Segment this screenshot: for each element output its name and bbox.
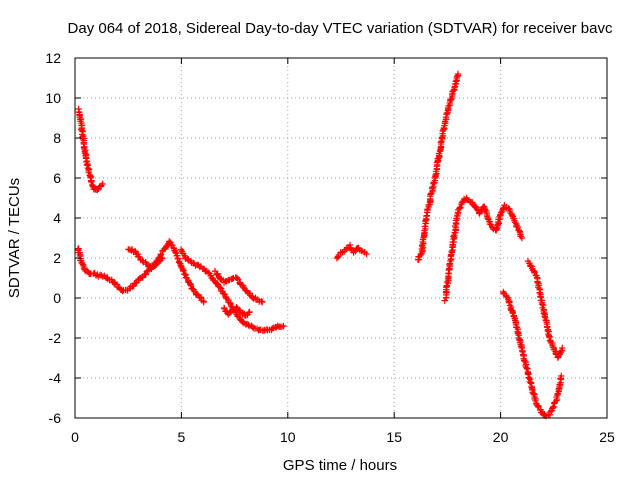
data-point <box>523 364 530 371</box>
y-tick-label: 6 <box>53 170 61 186</box>
data-point <box>99 180 106 188</box>
x-tick-label: 5 <box>178 429 186 445</box>
data-point <box>456 205 463 212</box>
series-seg-a <box>75 105 106 194</box>
data-point <box>417 251 424 259</box>
data-point <box>94 186 101 194</box>
data-point <box>259 298 266 306</box>
data-point <box>363 250 370 258</box>
y-axis-label: SDTVAR / TECUs <box>6 178 23 298</box>
x-tick-label: 15 <box>386 429 402 445</box>
series-seg-e <box>211 267 266 306</box>
data-point <box>139 257 146 264</box>
data-point <box>246 308 253 316</box>
series-seg-c <box>125 246 166 271</box>
data-point <box>450 233 457 240</box>
y-tick-label: 4 <box>53 210 61 226</box>
data-point <box>152 262 159 269</box>
data-point <box>181 270 188 278</box>
series-seg-i <box>441 194 526 304</box>
data-point <box>454 70 462 78</box>
y-tick-label: 10 <box>45 90 61 106</box>
data-point <box>558 372 565 380</box>
series-seg-f <box>220 303 253 319</box>
data-point <box>159 254 166 262</box>
y-tick-label: 0 <box>53 290 61 306</box>
series-seg-k <box>500 288 565 420</box>
data-point <box>441 297 448 304</box>
x-axis-label: GPS time / hours <box>283 457 397 474</box>
data-point <box>88 178 95 186</box>
data-point <box>550 403 557 410</box>
data-point <box>456 204 464 211</box>
y-tick-label: 2 <box>53 250 61 266</box>
data-point <box>450 87 457 94</box>
data-point <box>358 247 365 254</box>
y-tick-label: -6 <box>49 410 62 426</box>
data-point <box>187 281 194 288</box>
data-point <box>442 113 450 121</box>
series-seg-h <box>414 70 462 263</box>
chart-title: Day 064 of 2018, Sidereal Day-to-day VTE… <box>68 20 613 37</box>
data-point <box>540 310 548 317</box>
x-tick-label: 0 <box>71 429 79 445</box>
data-point <box>493 225 500 233</box>
y-tick-label: 8 <box>53 130 61 146</box>
y-tick-label: -2 <box>49 330 62 346</box>
data-point <box>544 327 551 335</box>
data-point <box>505 299 513 306</box>
series-seg-b <box>74 238 207 306</box>
data-layer <box>74 70 566 420</box>
x-tick-label: 10 <box>280 429 296 445</box>
data-point <box>518 234 526 242</box>
data-point <box>200 298 207 306</box>
series-seg-j <box>524 257 566 361</box>
data-point <box>269 325 276 332</box>
data-point <box>86 171 94 179</box>
data-point <box>536 289 543 296</box>
data-point <box>158 255 165 262</box>
data-point <box>444 278 451 286</box>
data-point <box>174 255 182 262</box>
data-point <box>223 295 231 302</box>
data-point <box>471 203 479 210</box>
y-tick-label: 12 <box>45 50 61 66</box>
data-point <box>458 199 466 206</box>
x-tick-label: 25 <box>599 429 615 445</box>
plot-frame <box>74 57 608 419</box>
data-point <box>166 238 173 245</box>
data-point <box>217 284 224 291</box>
data-point <box>84 164 91 172</box>
x-tick-label: 20 <box>493 429 509 445</box>
data-point <box>452 78 460 85</box>
data-point <box>233 303 240 311</box>
data-point <box>557 347 565 355</box>
data-point <box>527 380 535 387</box>
data-point <box>448 247 455 255</box>
data-point <box>511 219 519 226</box>
data-point <box>258 298 265 305</box>
data-point <box>559 344 566 352</box>
data-point <box>445 102 452 110</box>
data-point <box>193 291 201 298</box>
data-point <box>525 374 533 382</box>
data-point <box>172 248 179 256</box>
data-point <box>505 205 512 212</box>
data-point <box>280 322 287 330</box>
data-point <box>521 357 528 365</box>
data-point <box>514 223 521 231</box>
data-point <box>80 264 88 272</box>
series-seg-g <box>333 241 370 262</box>
data-point <box>481 206 489 213</box>
y-tick-label: -4 <box>49 370 62 386</box>
axis-layer: 0 5 10 15 20 25 -6 -4 -2 0 2 4 6 8 10 12 <box>45 50 615 445</box>
